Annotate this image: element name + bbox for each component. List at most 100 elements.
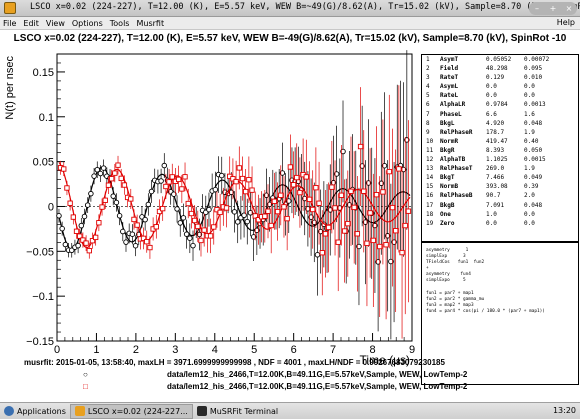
data-point — [110, 193, 116, 199]
legend-label-1: data/lem12_his_2466,T=12.00K,B=49.11G,E=… — [167, 370, 468, 379]
data-point — [362, 219, 369, 225]
data-point — [306, 196, 313, 203]
y-tick-label: 0.15 — [33, 67, 54, 79]
maximize-button[interactable]: + — [549, 4, 557, 13]
clock: 13:20 — [552, 406, 576, 415]
data-point — [206, 206, 212, 213]
taskbar-terminal[interactable]: MuSRFit Terminal — [193, 404, 282, 419]
data-point — [179, 186, 185, 192]
parameter-error: 0.0 — [524, 210, 535, 218]
data-point — [171, 191, 177, 197]
parameter-error: 0.010 — [524, 74, 543, 82]
menu-help[interactable]: Help — [556, 18, 575, 27]
fit-info: musrfit: 2015-01-05, 13:58:40, maxLH = 3… — [24, 358, 445, 367]
data-point — [212, 186, 219, 193]
parameter-value: 48.298 — [486, 65, 508, 73]
parameter-name: PhaseL — [440, 110, 462, 118]
parameter-number: 16 — [426, 192, 434, 200]
parameter-row: 14 BkgT 7.466 0.049 — [422, 173, 578, 182]
data-point — [86, 248, 92, 254]
data-point — [234, 219, 241, 225]
applications-icon — [4, 406, 14, 416]
menu-musrfit[interactable]: Musrfit — [136, 18, 165, 28]
minimize-button[interactable]: – — [535, 4, 539, 13]
data-point — [405, 208, 412, 214]
data-point — [365, 180, 372, 186]
legend-square-icon: □ — [83, 382, 88, 391]
parameter-name: NormR — [440, 137, 459, 145]
parameter-table: 1 AsymT 0.05052 0.00072 2 Field 48.298 0.095 3 Ra… — [421, 54, 579, 242]
data-point — [188, 210, 195, 217]
data-point — [131, 216, 137, 223]
data-point — [393, 228, 399, 234]
data-point — [217, 209, 223, 216]
taskbar-applications[interactable]: Applications — [0, 404, 70, 419]
parameter-value: 90.7 — [486, 192, 501, 200]
data-point — [341, 228, 348, 234]
data-point — [239, 175, 246, 182]
data-point — [241, 212, 247, 219]
parameter-number: 10 — [426, 137, 434, 145]
data-point — [120, 228, 126, 235]
data-point — [129, 231, 136, 237]
data-point — [177, 220, 183, 226]
parameter-number: 17 — [426, 201, 434, 209]
data-point — [274, 208, 281, 215]
theory-line: fun4 = par4 * cos(pi / 180.0 * (par7 + m… — [426, 308, 545, 314]
data-point — [73, 228, 80, 234]
data-point — [310, 206, 316, 213]
plot-canvas[interactable]: LSCO x=0.02 (224-227), T=12.00 (K), E=5.… — [0, 30, 580, 402]
data-point — [123, 239, 129, 245]
theory-line: fun1 = par7 + map1 — [426, 290, 474, 296]
parameter-name: One — [440, 210, 451, 218]
data-point — [94, 166, 101, 173]
theory-line: simplExp 3 — [426, 254, 466, 260]
data-point — [332, 205, 338, 211]
data-point — [218, 172, 225, 179]
close-button[interactable]: × — [565, 4, 573, 13]
data-point — [84, 202, 91, 208]
data-point — [182, 174, 188, 180]
parameter-value: 0.05052 — [486, 56, 512, 63]
data-point — [378, 180, 385, 187]
theory-line: TFieldCos fun1 fun2 — [426, 260, 485, 266]
data-point — [294, 174, 300, 181]
data-point — [156, 208, 163, 215]
parameter-error: 2.0 — [524, 192, 535, 200]
parameter-value: 8.393 — [486, 146, 505, 154]
parameter-name: AlphaTB — [440, 156, 466, 164]
parameter-value: 0.129 — [486, 74, 505, 82]
parameter-value: 6.6 — [486, 110, 497, 118]
parameter-name: RelPhaseT — [440, 165, 473, 173]
taskbar-plot-window[interactable]: LSCO x=0.02 (224-227... — [69, 403, 193, 419]
parameter-row: 2 Field 48.298 0.095 — [422, 64, 578, 73]
menu-tools[interactable]: Tools — [109, 18, 130, 28]
parameter-name: NormB — [440, 183, 459, 191]
parameter-error: 0.049 — [524, 174, 543, 182]
parameter-number: 14 — [426, 174, 434, 182]
parameter-error: 0.048 — [524, 201, 543, 209]
menu-file[interactable]: File — [3, 18, 17, 28]
parameter-name: BkgL — [440, 119, 455, 127]
data-point — [158, 178, 164, 184]
data-point — [396, 166, 402, 172]
asymmetry-plot[interactable]: 0 1 2 3 4 5 6 7 8 9 −0.15 −0.1 −0.05 0 0.05 0.1 0.15 Time… — [0, 30, 420, 386]
menu-options[interactable]: Options — [71, 18, 103, 28]
data-point — [279, 170, 286, 176]
data-point — [357, 143, 364, 150]
parameter-value: 0.9784 — [486, 101, 508, 109]
data-point — [335, 239, 341, 245]
menu-edit[interactable]: Edit — [23, 18, 39, 28]
data-point — [263, 192, 270, 199]
parameter-row: 1 AsymT 0.05052 0.00072 — [422, 55, 578, 64]
parameter-number: 5 — [426, 92, 430, 100]
data-point — [77, 233, 83, 239]
data-point — [96, 220, 102, 226]
parameter-value: 1.1025 — [486, 156, 508, 164]
data-point — [62, 241, 69, 248]
data-point — [388, 258, 394, 265]
data-point — [59, 225, 65, 232]
menu-view[interactable]: View — [45, 18, 65, 28]
parameter-error: 1.6 — [524, 110, 535, 118]
parameter-number: 7 — [426, 110, 430, 118]
